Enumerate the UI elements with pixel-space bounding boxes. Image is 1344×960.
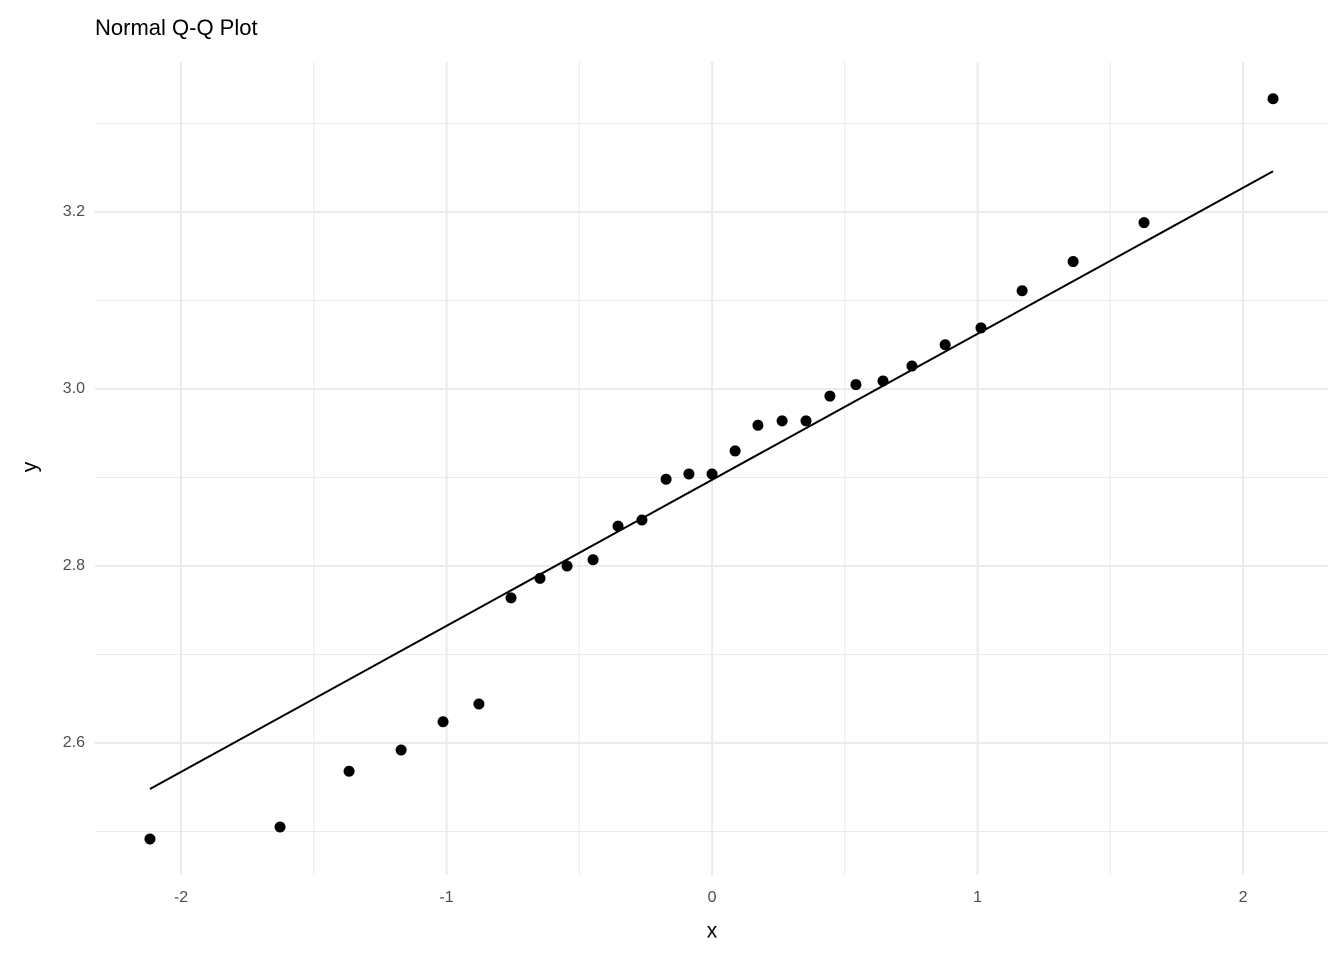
y-tick-label: 2.6 bbox=[63, 734, 85, 751]
point bbox=[776, 415, 788, 427]
point bbox=[683, 468, 695, 480]
point bbox=[1067, 256, 1079, 268]
point bbox=[636, 514, 648, 526]
point bbox=[144, 833, 156, 845]
y-axis-title: y bbox=[19, 461, 42, 472]
point bbox=[906, 360, 918, 372]
point bbox=[752, 419, 764, 431]
x-tick-label: 2 bbox=[1239, 889, 1248, 906]
point bbox=[706, 468, 718, 480]
point bbox=[343, 765, 355, 777]
point bbox=[975, 322, 987, 334]
point bbox=[587, 554, 599, 566]
y-tick-label: 3.2 bbox=[63, 203, 85, 220]
chart-title: Normal Q-Q Plot bbox=[95, 15, 258, 40]
point bbox=[561, 560, 573, 572]
point bbox=[824, 390, 836, 402]
point bbox=[437, 716, 449, 728]
point bbox=[473, 698, 485, 710]
point bbox=[1138, 217, 1150, 229]
x-tick-label: -1 bbox=[439, 889, 453, 906]
point bbox=[505, 592, 517, 604]
x-tick-label: 1 bbox=[973, 889, 982, 906]
x-tick-label: 0 bbox=[708, 889, 717, 906]
x-axis-title: x bbox=[707, 920, 718, 943]
y-tick-label: 2.8 bbox=[63, 557, 85, 574]
point bbox=[800, 415, 812, 427]
point bbox=[729, 445, 741, 457]
point bbox=[534, 572, 546, 584]
point bbox=[612, 520, 624, 532]
reference-line bbox=[149, 170, 1274, 790]
point bbox=[877, 375, 889, 387]
point bbox=[1016, 285, 1028, 297]
point bbox=[660, 473, 672, 485]
point bbox=[1267, 93, 1279, 105]
point bbox=[274, 821, 286, 833]
x-tick-label: -2 bbox=[174, 889, 188, 906]
y-tick-label: 3.0 bbox=[63, 380, 85, 397]
point bbox=[850, 379, 862, 391]
point bbox=[939, 339, 951, 351]
point bbox=[395, 744, 407, 756]
